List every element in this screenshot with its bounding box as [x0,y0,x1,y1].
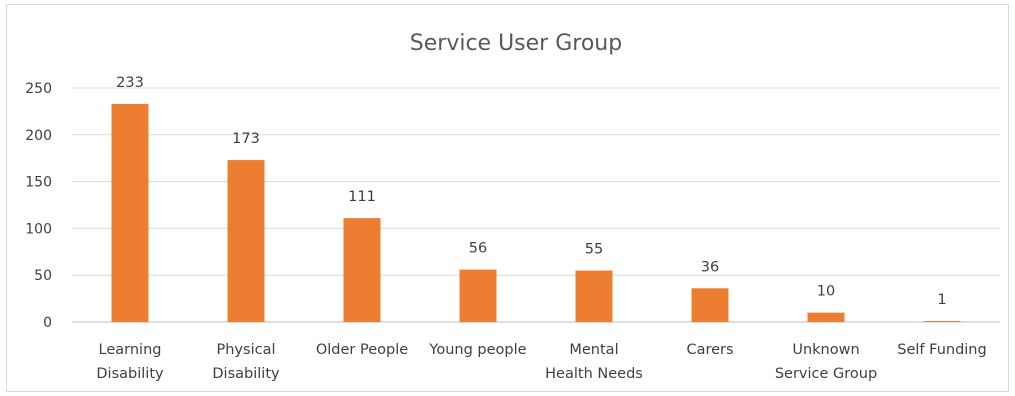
bar [923,321,961,322]
category-label: Service Group [775,366,877,382]
data-label: 111 [348,189,376,205]
category-label: Carers [686,342,733,358]
category-label: Disability [96,366,164,382]
category-label: Unknown [792,342,859,358]
category-label: Physical [217,342,276,358]
bar [111,103,149,322]
bar [343,218,381,322]
y-tick-label: 200 [25,128,52,144]
y-tick-label: 0 [43,315,52,331]
chart-frame [6,4,1009,392]
data-label: 173 [232,131,260,147]
gridlines [72,87,1000,323]
data-label: 56 [469,241,487,257]
data-label: 36 [701,259,719,275]
category-label: Young people [428,342,526,358]
y-tick-label: 150 [25,175,52,191]
category-label: Disability [212,366,280,382]
y-tick-label: 50 [34,268,52,284]
data-labels: 233 173 111 56 55 36 10 1 [116,75,946,308]
category-label: Mental [569,342,618,358]
data-label: 55 [585,242,603,258]
bars [111,103,961,322]
data-label: 10 [817,284,835,300]
chart-title: Service User Group [410,31,622,56]
bar [227,160,265,322]
category-label: Health Needs [545,366,643,382]
category-label: Older People [316,342,408,358]
data-label: 1 [937,292,946,308]
data-label: 233 [116,75,144,91]
category-label: Learning [99,342,162,358]
category-labels: Learning Disability Physical Disability Olde… [96,342,986,382]
bar [807,312,845,322]
category-label: Self Funding [897,342,986,358]
y-tick-label: 100 [25,221,52,237]
bar [459,269,497,322]
y-tick-label: 250 [25,81,52,97]
bar [691,288,729,322]
bar [575,270,613,322]
y-axis-ticks: 0 50 100 150 200 250 [25,81,52,331]
